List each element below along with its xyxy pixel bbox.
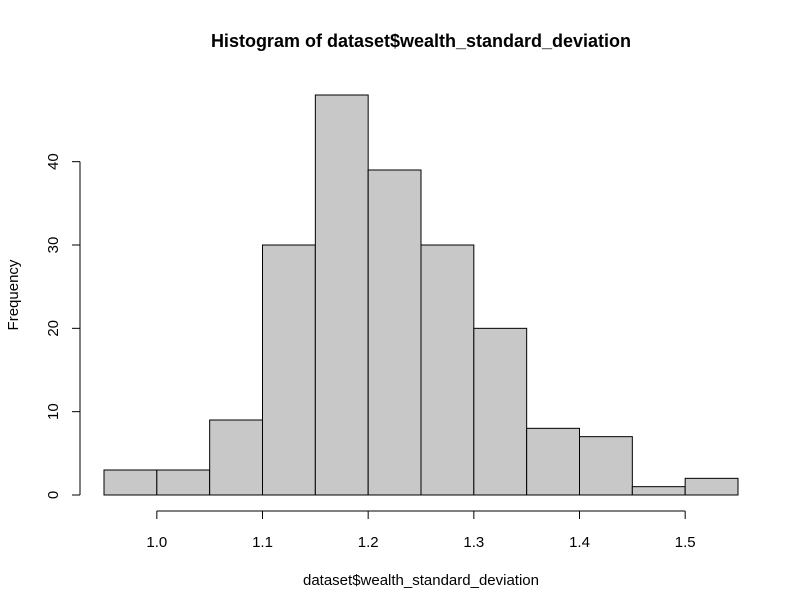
histogram-bar-2: [209, 419, 264, 496]
y-tick-label-1: 10: [45, 403, 62, 420]
y-tick-label-4: 40: [45, 153, 62, 170]
x-tick-label-0: 1.0: [146, 534, 167, 551]
histogram-bar-5: [367, 169, 422, 496]
histogram-bar-3: [262, 244, 316, 496]
x-tick-label-4: 1.4: [569, 534, 590, 551]
histogram-bar-7: [473, 327, 528, 496]
y-tick-label-2: 20: [45, 320, 62, 337]
histogram-bar-1: [156, 469, 211, 496]
x-axis-label: dataset$wealth_standard_deviation: [303, 572, 539, 589]
histogram-bar-10: [631, 486, 686, 496]
y-axis-label: Frequency: [5, 259, 22, 330]
histogram-bar-6: [420, 244, 475, 496]
bars-group: [103, 94, 739, 496]
y-tick-label-3: 30: [45, 237, 62, 254]
histogram-bar-11: [684, 477, 739, 496]
y-tick-label-0: 0: [45, 491, 62, 499]
histogram-bar-0: [103, 469, 158, 496]
histogram-bar-9: [579, 436, 633, 496]
chart-title: Histogram of dataset$wealth_standard_dev…: [211, 31, 631, 51]
x-tick-label-2: 1.2: [358, 534, 379, 551]
x-tick-label-1: 1.1: [252, 534, 273, 551]
x-tick-label-5: 1.5: [675, 534, 696, 551]
histogram-bar-4: [314, 94, 369, 496]
y-axis: 0 10 20 30 40: [45, 153, 81, 499]
histogram-bar-8: [526, 427, 581, 496]
x-axis: 1.0 1.1 1.2 1.3 1.4 1.5: [146, 510, 696, 551]
x-tick-label-3: 1.3: [463, 534, 484, 551]
